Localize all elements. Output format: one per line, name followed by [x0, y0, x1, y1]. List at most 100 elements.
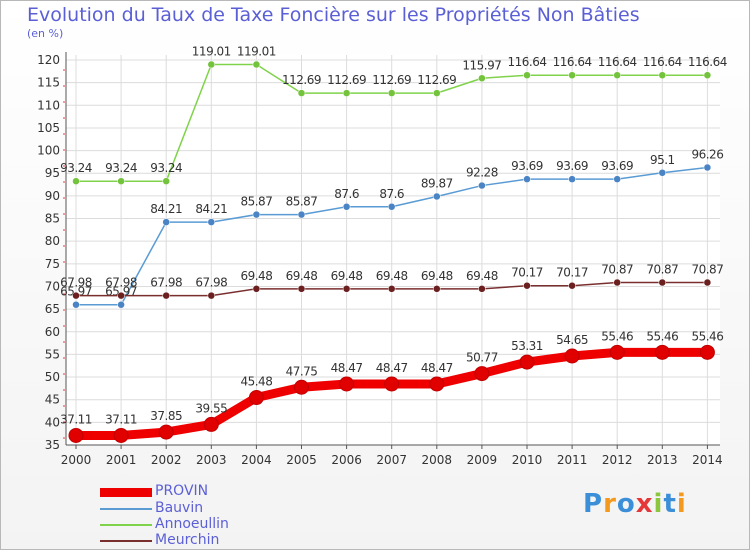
- x-tick-label: 2014: [692, 453, 723, 467]
- data-point-bauvin: [297, 210, 306, 219]
- data-point-provin: [609, 344, 625, 360]
- data-label-provin: 48.47: [331, 361, 363, 375]
- data-point-bauvin: [658, 169, 667, 177]
- y-tick-label: 90: [45, 189, 60, 203]
- data-point-annoeullin: [433, 89, 441, 97]
- data-label-meurchin: 69.48: [376, 269, 408, 283]
- data-point-meurchin: [387, 285, 396, 293]
- data-point-meurchin: [297, 285, 306, 293]
- data-point-meurchin: [703, 278, 712, 287]
- y-tick-label: 45: [45, 393, 60, 407]
- data-point-bauvin: [703, 163, 712, 172]
- data-label-annoeullin: 116.64: [553, 55, 592, 69]
- legend-label-provin: PROVIN: [155, 483, 209, 499]
- data-point-annoeullin: [387, 89, 396, 97]
- y-tick-label: 120: [37, 53, 60, 67]
- data-point-provin: [384, 376, 400, 392]
- data-label-provin: 48.47: [376, 361, 408, 375]
- x-tick-label: 2010: [512, 453, 543, 467]
- x-tick-label: 2011: [557, 453, 588, 467]
- data-point-bauvin: [207, 218, 216, 226]
- data-point-meurchin: [523, 281, 531, 290]
- legend-swatch-bauvin: [100, 508, 152, 510]
- data-point-annoeullin: [478, 74, 486, 83]
- x-tick-label: 2009: [467, 453, 498, 467]
- proxiti-logo: Proxiti: [583, 489, 687, 519]
- legend-swatch-provin: [100, 487, 152, 497]
- legend-label-bauvin: Bauvin: [155, 500, 204, 516]
- data-point-annoeullin: [117, 177, 125, 185]
- data-label-bauvin: 85.87: [240, 195, 272, 209]
- data-point-bauvin: [252, 210, 261, 219]
- data-point-provin: [113, 427, 129, 443]
- y-tick-label: 50: [45, 370, 60, 384]
- data-label-provin: 37.11: [105, 412, 137, 426]
- y-tick-label: 95: [45, 166, 60, 180]
- data-label-bauvin: 95.1: [650, 153, 675, 167]
- data-point-meurchin: [478, 285, 486, 293]
- data-label-bauvin: 93.69: [601, 159, 633, 173]
- data-point-provin: [429, 376, 445, 392]
- data-label-provin: 37.85: [150, 409, 182, 423]
- data-point-bauvin: [433, 192, 441, 201]
- data-label-provin: 54.65: [556, 333, 588, 347]
- data-label-provin: 50.77: [466, 351, 498, 365]
- data-point-meurchin: [162, 291, 170, 300]
- data-label-bauvin: 93.69: [556, 159, 588, 173]
- data-point-provin: [474, 366, 490, 382]
- data-label-annoeullin: 116.64: [688, 55, 727, 69]
- data-point-meurchin: [252, 285, 261, 293]
- data-point-annoeullin: [207, 60, 216, 69]
- x-tick-label: 2006: [331, 453, 362, 467]
- data-label-annoeullin: 93.24: [150, 161, 182, 175]
- data-label-annoeullin: 93.24: [60, 161, 92, 175]
- legend-swatch-meurchin: [100, 540, 152, 542]
- data-label-provin: 53.31: [511, 339, 543, 353]
- data-point-annoeullin: [342, 89, 351, 97]
- x-tick-label: 2003: [196, 453, 227, 467]
- legend-label-annoeullin: Annoeullin: [155, 516, 229, 532]
- data-label-meurchin: 69.48: [466, 269, 498, 283]
- data-label-bauvin: 87.6: [379, 187, 404, 201]
- data-label-annoeullin: 119.01: [237, 44, 276, 58]
- data-point-provin: [158, 424, 174, 440]
- data-label-meurchin: 67.98: [60, 276, 92, 290]
- data-label-meurchin: 67.98: [105, 276, 137, 290]
- legend-label-meurchin: Meurchin: [155, 532, 220, 548]
- data-label-provin: 47.75: [286, 364, 318, 378]
- y-tick-label: 35: [45, 438, 60, 452]
- data-label-annoeullin: 115.97: [462, 58, 501, 72]
- data-point-bauvin: [117, 300, 125, 309]
- x-tick-label: 2008: [422, 453, 453, 467]
- data-label-annoeullin: 116.64: [598, 55, 637, 69]
- data-point-annoeullin: [297, 89, 306, 97]
- data-point-annoeullin: [703, 71, 712, 79]
- data-label-provin: 39.55: [195, 401, 227, 415]
- data-label-bauvin: 84.21: [150, 202, 182, 216]
- x-tick-label: 2005: [286, 453, 317, 467]
- data-label-annoeullin: 119.01: [192, 44, 231, 58]
- data-label-meurchin: 69.48: [240, 269, 272, 283]
- data-label-annoeullin: 116.64: [508, 55, 547, 69]
- y-tick-label: 55: [45, 347, 60, 361]
- data-label-meurchin: 69.48: [421, 269, 453, 283]
- y-tick-label: 40: [45, 415, 60, 429]
- y-tick-label: 75: [45, 257, 60, 271]
- x-tick-label: 2013: [647, 453, 678, 467]
- data-point-annoeullin: [613, 71, 621, 79]
- data-label-annoeullin: 112.69: [327, 73, 366, 87]
- data-point-meurchin: [658, 278, 667, 287]
- data-label-meurchin: 67.98: [150, 276, 182, 290]
- y-tick-label: 65: [45, 302, 60, 316]
- data-label-provin: 55.46: [646, 329, 678, 343]
- data-point-provin: [294, 379, 309, 395]
- data-label-bauvin: 96.26: [691, 148, 723, 162]
- data-point-meurchin: [207, 291, 216, 300]
- data-label-annoeullin: 116.64: [643, 55, 682, 69]
- data-label-bauvin: 85.87: [286, 195, 318, 209]
- data-label-bauvin: 84.21: [195, 202, 227, 216]
- data-point-bauvin: [478, 181, 486, 190]
- data-point-meurchin: [433, 285, 441, 293]
- data-point-meurchin: [342, 285, 351, 293]
